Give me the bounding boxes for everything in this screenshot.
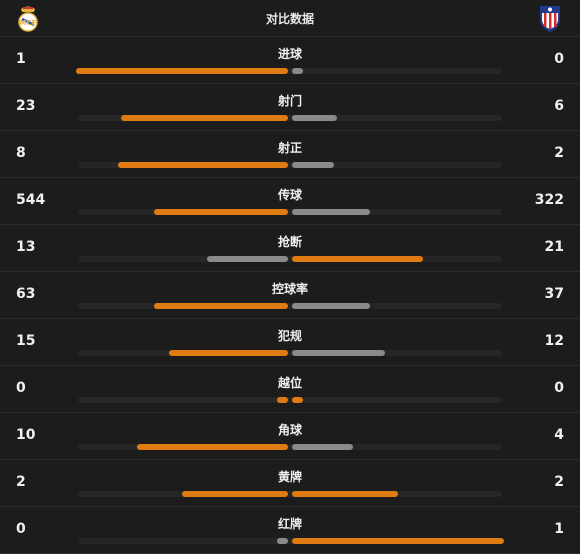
stat-row: 13 抢断 21 [0,225,580,272]
away-bar [292,350,385,356]
stat-label: 射正 [277,141,302,155]
home-bar [76,68,288,74]
stat-row: 2 黄牌 2 [0,460,580,507]
away-value: 322 [534,192,564,208]
home-value: 23 [16,98,36,114]
away-value: 12 [544,333,564,349]
away-bar [292,115,337,121]
stat-label: 红牌 [277,517,302,531]
away-value: 0 [554,380,564,396]
home-bar [154,303,288,309]
home-bar [207,256,288,262]
stat-bar-track [78,538,502,544]
away-value: 1 [554,521,564,537]
away-bar [292,162,334,168]
stat-row: 8 射正 2 [0,131,580,178]
home-bar [118,162,288,168]
stat-label: 角球 [277,423,302,437]
stat-bar-track [78,115,502,121]
away-bar [292,209,370,215]
home-value: 8 [16,145,26,161]
stat-bar-track [78,162,502,168]
stats-header: MCF 对比数据 [0,0,580,37]
away-bar [292,538,504,544]
away-bar [292,303,370,309]
away-bar [292,397,303,403]
away-value: 0 [554,51,564,67]
stat-label: 传球 [277,188,302,202]
stat-label: 越位 [277,376,302,390]
away-value: 2 [554,145,564,161]
away-value: 4 [554,427,564,443]
home-bar [121,115,288,121]
away-bar [292,444,353,450]
home-value: 0 [16,380,26,396]
away-value: 6 [554,98,564,114]
home-bar [137,444,288,450]
stat-row: 544 传球 322 [0,178,580,225]
home-value: 0 [16,521,26,537]
away-value: 37 [544,286,564,302]
stat-label: 抢断 [277,235,302,249]
atletico-madrid-crest-icon [540,6,560,32]
stat-bar-track [78,68,502,74]
stats-list: 1 进球 0 23 射门 6 8 射正 2 544 传球 322 13 抢断 21 63 控球率 37 15 犯规 12… [0,37,580,554]
away-bar [292,256,423,262]
stat-row: 10 角球 4 [0,413,580,460]
home-value: 544 [16,192,46,208]
stat-label: 射门 [277,94,302,108]
stat-row: 0 红牌 1 [0,507,580,554]
stat-label: 犯规 [277,329,302,343]
stat-row: 23 射门 6 [0,84,580,131]
stat-label: 控球率 [271,282,308,296]
stat-row: 0 越位 0 [0,366,580,413]
home-bar [277,397,288,403]
home-bar [277,538,288,544]
stat-bar-track [78,350,502,356]
stat-bar-track [78,397,502,403]
stat-label: 进球 [277,47,302,61]
stat-bar-track [78,256,502,262]
home-bar [154,209,288,215]
stat-bar-track [78,303,502,309]
page-title: 对比数据 [265,12,314,26]
home-bar [182,491,288,497]
stat-row: 1 进球 0 [0,37,580,84]
stat-bar-track [78,444,502,450]
home-value: 13 [16,239,36,255]
stat-label: 黄牌 [277,470,302,484]
home-value: 63 [16,286,36,302]
home-value: 15 [16,333,36,349]
home-value: 2 [16,474,26,490]
home-value: 1 [16,51,26,67]
stat-bar-track [78,491,502,497]
home-value: 10 [16,427,36,443]
real-madrid-crest-icon: MCF [18,6,38,32]
home-bar [169,350,288,356]
away-bar [292,68,303,74]
stat-bar-track [78,209,502,215]
away-value: 2 [554,474,564,490]
stat-row: 15 犯规 12 [0,319,580,366]
away-bar [292,491,398,497]
stat-row: 63 控球率 37 [0,272,580,319]
away-value: 21 [544,239,564,255]
svg-text:MCF: MCF [20,19,37,27]
